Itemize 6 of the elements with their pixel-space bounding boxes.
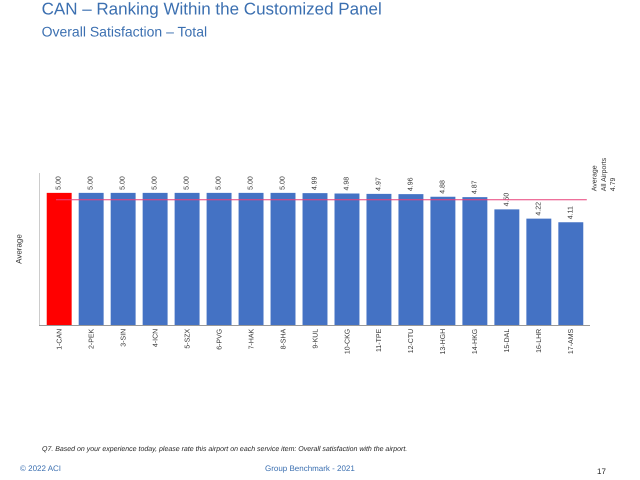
text: © 2022 ACI — [20, 464, 62, 473]
chart-subtitle: Overall Satisfaction – Total — [42, 24, 208, 40]
text: Group Benchmark - 2021 — [265, 464, 356, 473]
chart-title: CAN – Ranking Within the Customized Panel — [42, 0, 382, 18]
text: 17 — [597, 467, 606, 476]
y-axis-title: Average — [14, 234, 24, 264]
